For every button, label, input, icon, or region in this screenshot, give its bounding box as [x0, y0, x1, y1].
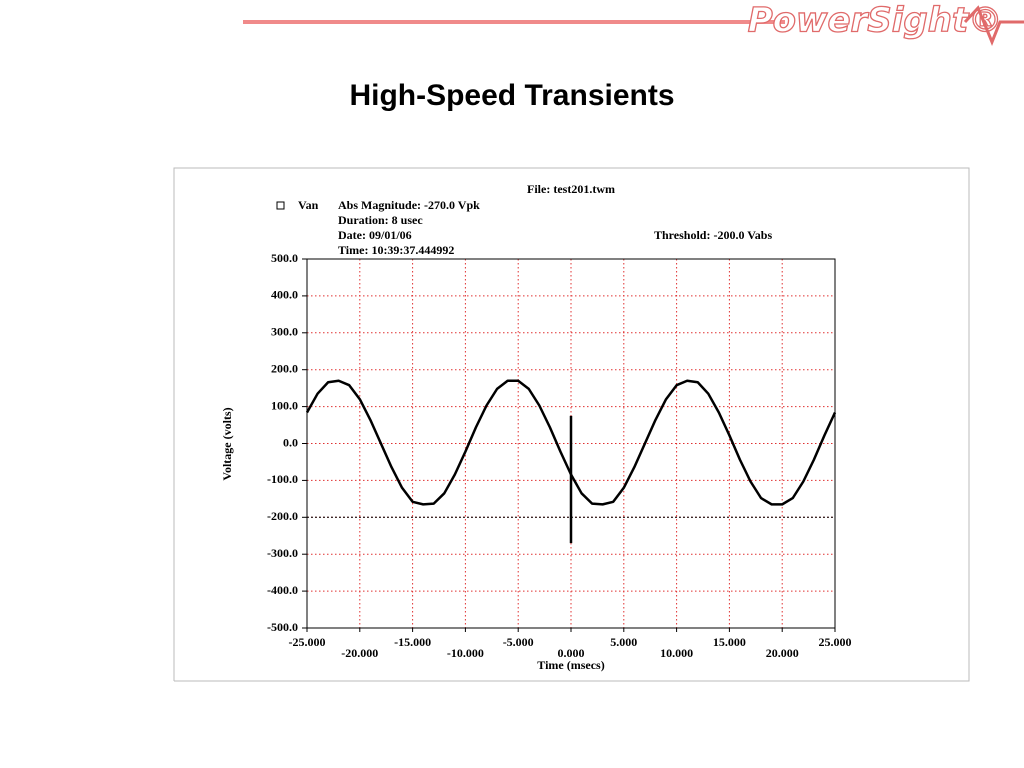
y-tick-label: -500.0	[267, 620, 298, 634]
logo: PowerSight®	[748, 1, 1002, 41]
y-tick-label: -400.0	[267, 583, 298, 597]
magnitude-label: Abs Magnitude: -270.0 Vpk	[338, 198, 480, 212]
y-tick-label: -200.0	[267, 509, 298, 523]
plot-frame	[306, 258, 836, 629]
date-label: Date: 09/01/06	[338, 228, 412, 242]
x-tick-label: 0.000	[558, 646, 585, 660]
x-tick-label: 5.000	[610, 635, 637, 649]
x-tick-label: -5.000	[503, 635, 534, 649]
time-label: Time: 10:39:37.444992	[338, 243, 454, 257]
x-tick-label: 25.000	[819, 635, 852, 649]
x-axis-label: Time (msecs)	[537, 658, 604, 672]
duration-label: Duration: 8 usec	[338, 213, 423, 227]
x-tick-label: -25.000	[289, 635, 326, 649]
file-label: File: test201.twm	[527, 182, 615, 196]
x-tick-label: 20.000	[766, 646, 799, 660]
y-tick-label: 300.0	[271, 325, 298, 339]
x-tick-label: -10.000	[447, 646, 484, 660]
y-tick-label: 500.0	[271, 251, 298, 265]
legend-label: Van	[298, 198, 319, 212]
threshold-label: Threshold: -200.0 Vabs	[654, 228, 772, 242]
y-tick-label: -100.0	[267, 472, 298, 486]
logo-wave	[963, 5, 1024, 46]
y-tick-label: 400.0	[271, 288, 298, 302]
x-tick-label: -15.000	[394, 635, 431, 649]
legend-swatch	[276, 201, 285, 210]
y-tick-label: 100.0	[271, 398, 298, 412]
x-tick-label: -20.000	[341, 646, 378, 660]
y-axis-label: Voltage (volts)	[220, 407, 234, 480]
x-tick-label: 15.000	[713, 635, 746, 649]
chart: File: test201.twm Van Abs Magnitude: -27…	[173, 167, 970, 682]
chart-frame	[173, 167, 970, 682]
y-tick-label: 200.0	[271, 361, 298, 375]
y-tick-label: -300.0	[267, 546, 298, 560]
x-tick-label: 10.000	[660, 646, 693, 660]
y-tick-label: 0.0	[283, 435, 298, 449]
slide-title: High-Speed Transients	[349, 79, 674, 112]
